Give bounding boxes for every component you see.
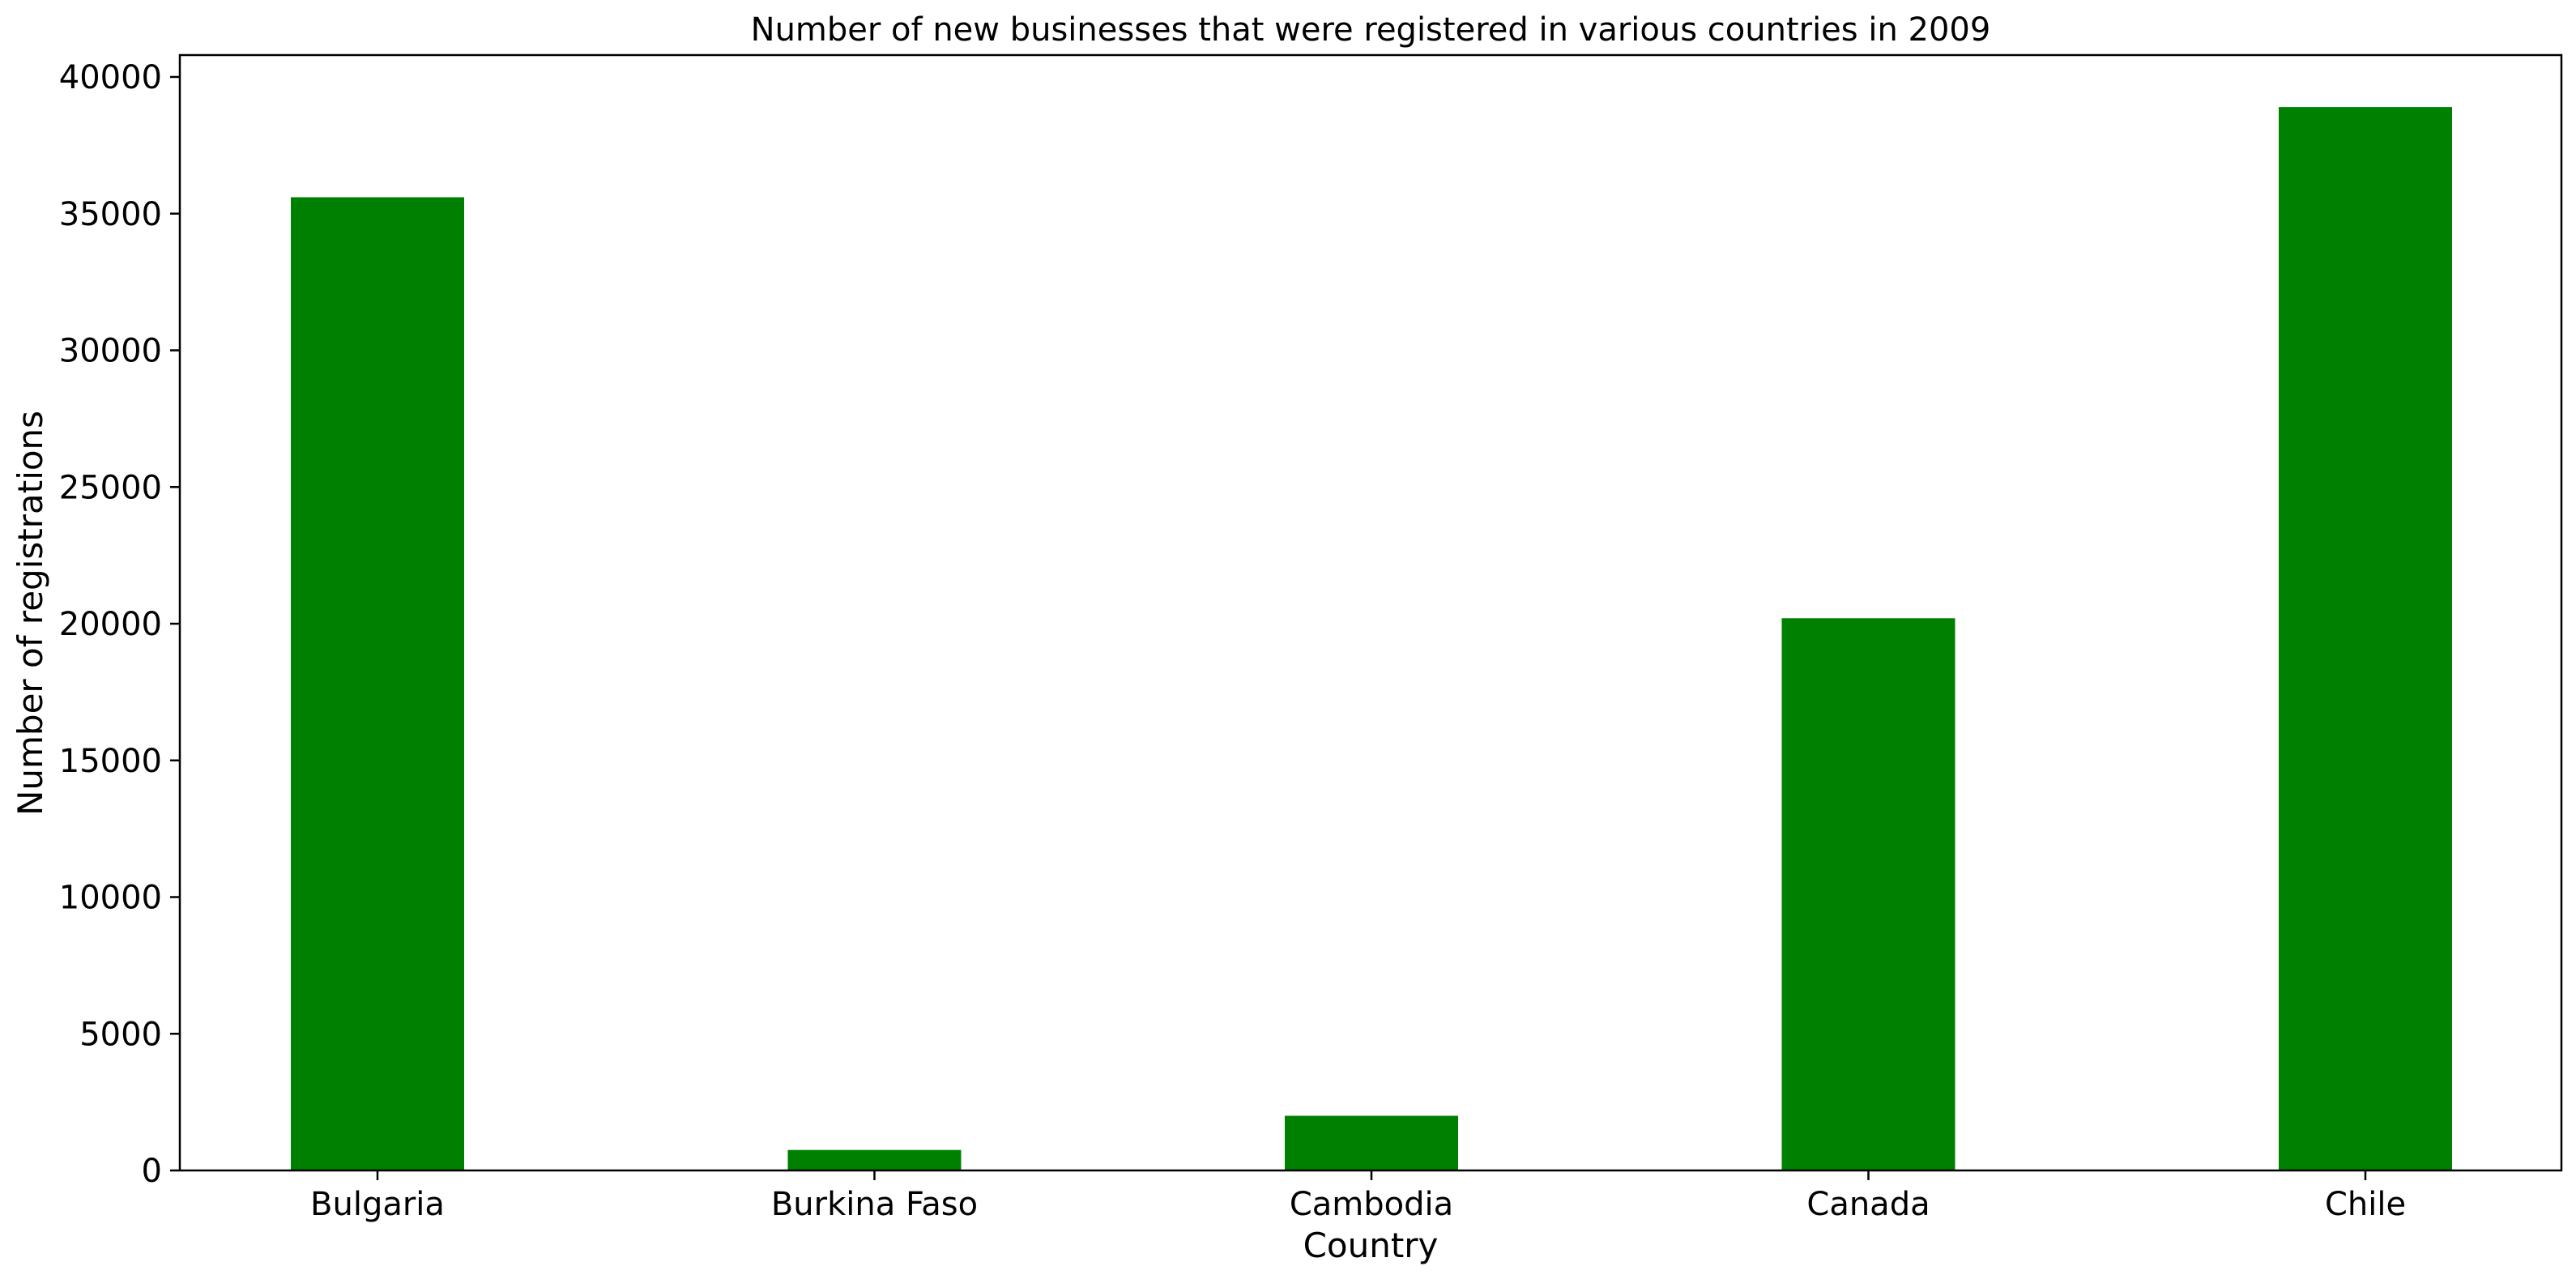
chart-title: Number of new businesses that were regis…: [751, 11, 1991, 49]
y-axis: 0 5000 10000 15000 20000 25000 30000 35000 40000: [59, 59, 180, 1190]
bar-burkina-faso: [787, 1149, 962, 1170]
x-tick-label: Bulgaria: [310, 1186, 445, 1223]
bar-cambodia: [1285, 1115, 1458, 1170]
x-tick-label: Canada: [1806, 1186, 1930, 1223]
bars-layer: [291, 107, 2452, 1170]
bar-chile: [2279, 107, 2452, 1170]
x-tick-label: Burkina Faso: [771, 1186, 978, 1223]
y-tick-label: 0: [142, 1153, 162, 1190]
y-tick-label: 5000: [79, 1016, 162, 1053]
y-tick-label: 25000: [59, 469, 162, 506]
y-tick-label: 35000: [59, 196, 162, 233]
plot-frame: [178, 53, 2563, 1172]
x-axis-label: Country: [1303, 1226, 1439, 1265]
y-tick-label: 15000: [59, 743, 162, 780]
y-axis-label: Number of registrations: [11, 411, 50, 816]
y-tick-label: 10000: [59, 880, 162, 917]
x-tick-label: Cambodia: [1290, 1186, 1453, 1223]
y-tick-label: 40000: [59, 59, 162, 96]
bar-canada: [1781, 618, 1955, 1170]
y-tick-label: 30000: [59, 333, 162, 370]
x-tick-label: Chile: [2325, 1186, 2406, 1223]
x-axis: Bulgaria Burkina Faso Cambodia Canada Chile: [310, 1170, 2406, 1223]
bar-bulgaria: [291, 197, 464, 1170]
y-tick-label: 20000: [59, 606, 162, 643]
